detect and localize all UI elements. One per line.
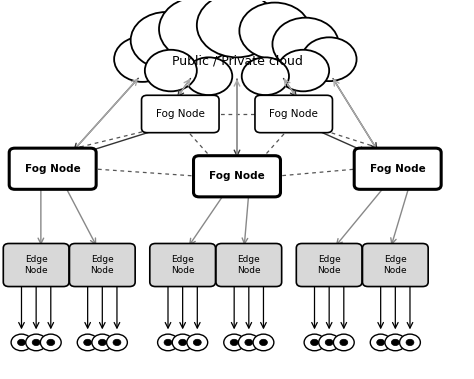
Circle shape xyxy=(224,334,245,351)
Circle shape xyxy=(179,339,187,346)
Circle shape xyxy=(310,339,319,346)
Circle shape xyxy=(157,334,178,351)
Circle shape xyxy=(98,339,106,346)
Text: Edge
Node: Edge Node xyxy=(237,255,261,275)
Circle shape xyxy=(40,334,61,351)
Circle shape xyxy=(77,334,98,351)
Circle shape xyxy=(340,339,348,346)
FancyBboxPatch shape xyxy=(296,243,362,287)
Circle shape xyxy=(392,339,399,346)
Circle shape xyxy=(319,334,339,351)
Text: Fog Node: Fog Node xyxy=(370,164,426,174)
Circle shape xyxy=(400,334,420,351)
Text: Fog Node: Fog Node xyxy=(269,109,318,119)
Text: Edge
Node: Edge Node xyxy=(171,255,194,275)
Circle shape xyxy=(377,339,384,346)
Circle shape xyxy=(253,334,274,351)
Circle shape xyxy=(92,334,113,351)
Circle shape xyxy=(370,334,391,351)
Circle shape xyxy=(187,334,208,351)
Circle shape xyxy=(260,339,267,346)
Circle shape xyxy=(325,339,333,346)
Text: Fog Node: Fog Node xyxy=(25,164,81,174)
FancyBboxPatch shape xyxy=(193,156,281,197)
Text: Fog Node: Fog Node xyxy=(209,171,265,181)
Circle shape xyxy=(385,334,406,351)
FancyBboxPatch shape xyxy=(216,243,282,287)
Circle shape xyxy=(193,339,201,346)
Circle shape xyxy=(304,334,325,351)
FancyBboxPatch shape xyxy=(363,243,428,287)
Circle shape xyxy=(406,339,414,346)
Circle shape xyxy=(11,334,32,351)
Text: Fog Node: Fog Node xyxy=(156,109,205,119)
Circle shape xyxy=(245,339,253,346)
FancyBboxPatch shape xyxy=(354,148,441,190)
Circle shape xyxy=(113,339,121,346)
FancyBboxPatch shape xyxy=(150,243,216,287)
Circle shape xyxy=(333,334,354,351)
FancyBboxPatch shape xyxy=(255,95,332,133)
Circle shape xyxy=(47,339,55,346)
Text: Public / Private cloud: Public / Private cloud xyxy=(172,55,302,67)
Text: Edge
Node: Edge Node xyxy=(383,255,407,275)
FancyBboxPatch shape xyxy=(9,148,96,190)
Text: Edge
Node: Edge Node xyxy=(318,255,341,275)
Text: Edge
Node: Edge Node xyxy=(24,255,48,275)
FancyBboxPatch shape xyxy=(70,243,135,287)
Text: Edge
Node: Edge Node xyxy=(91,255,114,275)
Circle shape xyxy=(172,334,193,351)
Circle shape xyxy=(238,334,259,351)
Circle shape xyxy=(107,334,128,351)
Circle shape xyxy=(164,339,172,346)
Circle shape xyxy=(18,339,26,346)
Circle shape xyxy=(84,339,91,346)
Circle shape xyxy=(26,334,46,351)
Circle shape xyxy=(32,339,40,346)
Circle shape xyxy=(230,339,238,346)
FancyBboxPatch shape xyxy=(3,243,69,287)
FancyBboxPatch shape xyxy=(142,95,219,133)
